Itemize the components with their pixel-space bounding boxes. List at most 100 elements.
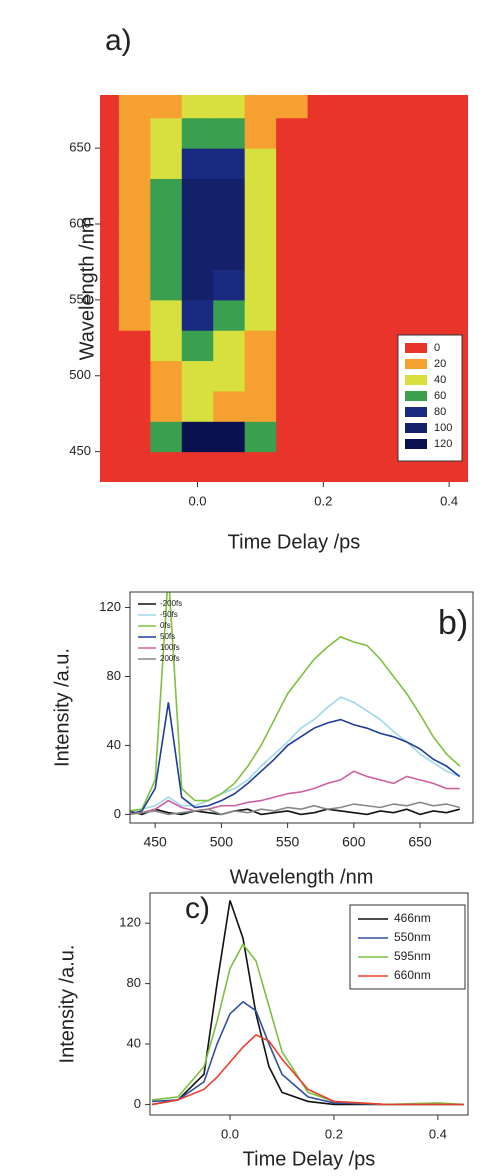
heat-cell — [181, 299, 214, 331]
x-axis-label: Time Delay /ps — [228, 531, 361, 553]
heat-cell — [276, 178, 309, 210]
heat-cell — [401, 239, 434, 271]
legend-swatch — [405, 359, 427, 369]
heat-cell — [118, 269, 151, 301]
x-tick-label: 0.4 — [429, 1126, 447, 1141]
heat-cell — [213, 299, 246, 331]
x-tick-label: 550 — [276, 834, 300, 850]
y-tick-label: 500 — [69, 367, 91, 382]
heat-cell — [118, 95, 151, 119]
line — [151, 1034, 464, 1106]
heat-cell — [244, 421, 277, 453]
heat-cell — [181, 148, 214, 179]
heat-cell — [433, 178, 466, 210]
y-tick-label: 40 — [107, 737, 121, 752]
heat-cell — [244, 390, 277, 422]
heat-cell — [181, 117, 214, 149]
heat-cell — [100, 451, 120, 482]
legend-label: 20 — [434, 358, 446, 370]
heat-cell — [181, 208, 214, 240]
y-axis-label: Intensity /a.u. — [51, 648, 73, 767]
heat-cell — [276, 269, 309, 301]
heat-cell — [150, 299, 183, 331]
panel-label: c) — [185, 892, 210, 925]
heat-cell — [339, 421, 371, 453]
y-tick-label: 120 — [99, 599, 121, 614]
x-tick-label: 0.2 — [314, 493, 332, 508]
frame — [129, 591, 474, 824]
legend-label: 120 — [434, 438, 452, 450]
heat-cell — [401, 269, 434, 301]
heat-cell — [213, 239, 246, 271]
heat-cell — [244, 208, 277, 240]
heat-cell — [307, 390, 340, 422]
heat-cell — [181, 390, 214, 422]
heat-cell — [213, 117, 246, 149]
heat-cell — [307, 451, 340, 482]
heat-cell — [433, 148, 466, 179]
y-tick-label: 40 — [127, 1035, 141, 1050]
heat-cell — [339, 117, 371, 149]
y-tick-label: 450 — [69, 443, 91, 458]
heat-cell — [150, 117, 183, 149]
heat-cell — [213, 330, 246, 362]
heat-cell — [244, 299, 277, 331]
heat-cell — [100, 148, 120, 179]
heat-cell — [150, 269, 183, 301]
heat-cell — [370, 208, 403, 240]
heat-cell — [100, 239, 120, 271]
heat-cell — [118, 208, 151, 240]
heat-cell — [118, 148, 151, 179]
heat-cell — [307, 117, 340, 149]
heat-cell — [370, 269, 403, 301]
y-tick-label: 550 — [69, 291, 91, 306]
heat-cell — [307, 360, 340, 392]
heat-cell — [118, 239, 151, 271]
heat-cell — [181, 269, 214, 301]
heat-cell — [150, 330, 183, 362]
x-tick-label: 650 — [408, 834, 432, 850]
heat-cell — [307, 239, 340, 271]
line — [130, 696, 461, 812]
heat-cell — [339, 208, 371, 240]
heat-cell — [339, 299, 371, 331]
heat-cell — [401, 299, 434, 331]
heat-cell — [150, 148, 183, 179]
heat-cell — [276, 451, 309, 482]
heat-cell — [307, 208, 340, 240]
y-tick-label: 80 — [107, 668, 121, 683]
heat-cell — [339, 330, 371, 362]
heat-cell — [150, 95, 183, 119]
heat-cell — [244, 239, 277, 271]
heat-cell — [150, 239, 183, 271]
heat-cell — [213, 451, 246, 482]
heat-cell — [100, 269, 120, 301]
heat-cell — [370, 421, 403, 453]
y-tick-label: 0 — [134, 1096, 141, 1111]
heat-cell — [370, 390, 403, 422]
y-axis-label: Wavelength /nm — [76, 217, 98, 361]
x-tick-label: 0.0 — [188, 493, 206, 508]
legend-label: 100 — [434, 422, 452, 434]
heat-cell — [276, 239, 309, 271]
heat-cell — [370, 299, 403, 331]
legend-label: 550nm — [394, 930, 431, 944]
y-tick-label: 600 — [69, 215, 91, 230]
legend-label: 60 — [434, 390, 446, 402]
heat-cell — [244, 360, 277, 392]
x-axis-label: Wavelength /nm — [230, 866, 374, 888]
x-axis-label: Time Delay /ps — [243, 1148, 376, 1170]
heat-cell — [118, 299, 151, 331]
legend-label: 40 — [434, 374, 446, 386]
line — [130, 801, 460, 816]
heat-cell — [150, 421, 183, 453]
legend-label: 466nm — [394, 911, 431, 925]
heat-cell — [339, 360, 371, 392]
heat-cell — [100, 390, 120, 422]
line — [130, 702, 461, 815]
heat-cell — [213, 421, 246, 453]
line — [130, 808, 460, 816]
line — [130, 770, 460, 816]
heat-cell — [307, 269, 340, 301]
heat-cell — [276, 208, 309, 240]
